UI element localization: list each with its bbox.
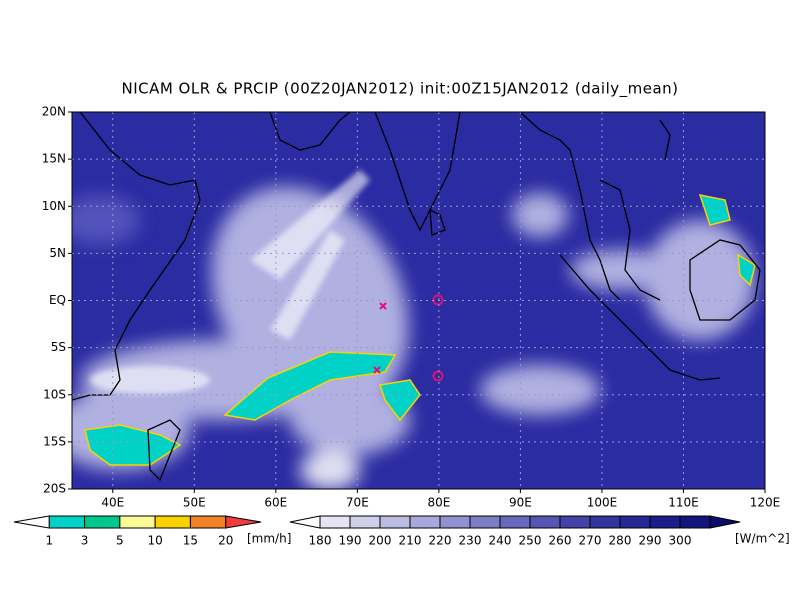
lat-label: 20S	[43, 482, 66, 496]
olr_legend-swatch	[319, 515, 351, 529]
olr_legend-label: 270	[579, 534, 602, 548]
lon-label: 40E	[101, 496, 124, 510]
lon-label: 120E	[750, 496, 781, 510]
olr_legend-swatch	[349, 515, 381, 529]
olr_legend-swatch	[649, 515, 681, 529]
olr_legend-label: 280	[609, 534, 632, 548]
precip_legend-swatch	[84, 515, 121, 529]
olr_legend-swatch	[289, 515, 321, 529]
precip_legend-swatch	[225, 515, 262, 529]
lon-label: 60E	[264, 496, 287, 510]
precip_legend-label: 20	[218, 534, 233, 548]
olr_legend-label: 260	[549, 534, 572, 548]
lat-label: 5S	[51, 340, 66, 354]
lon-label: 50E	[183, 496, 206, 510]
lon-label: 110E	[668, 496, 699, 510]
olr_legend-label: 230	[459, 534, 482, 548]
precip_legend-label: 1	[45, 534, 53, 548]
precip_legend-swatch	[13, 515, 50, 529]
precip_legend-label: 15	[183, 534, 198, 548]
olr_legend-swatch	[499, 515, 531, 529]
olr_legend-label: 300	[669, 534, 692, 548]
olr_legend-label: 240	[489, 534, 512, 548]
lat-label: 10S	[43, 387, 66, 401]
olr_legend-swatch	[559, 515, 591, 529]
olr_legend-swatch	[529, 515, 561, 529]
olr_legend-swatch	[589, 515, 621, 529]
lat-label: 15S	[43, 434, 66, 448]
olr_legend-label: 210	[399, 534, 422, 548]
precip_legend-label: 10	[148, 534, 163, 548]
olr_legend-swatch	[469, 515, 501, 529]
precip_legend-swatch	[189, 515, 227, 529]
lat-label: 10N	[42, 199, 66, 213]
lon-label: 70E	[346, 496, 369, 510]
title: NICAM OLR & PRCIP (00Z20JAN2012) init:00…	[121, 80, 678, 99]
lat-label: 5N	[49, 246, 66, 260]
precip_legend-swatch	[154, 515, 191, 529]
lat-label: 15N	[42, 152, 66, 166]
precip_legend-label: 5	[116, 534, 124, 548]
lat-label: 20N	[42, 105, 66, 119]
olr_legend-swatch	[379, 515, 411, 529]
olr_legend-label: 250	[519, 534, 542, 548]
olr_legend-label: 190	[339, 534, 362, 548]
olr_legend-swatch	[439, 515, 471, 529]
precip_legend-label: 3	[81, 534, 89, 548]
olr_legend-unit: [W/m^2]	[735, 532, 790, 546]
precip_legend-swatch	[119, 515, 156, 529]
lon-label: 80E	[427, 496, 450, 510]
olr_legend-label: 200	[369, 534, 392, 548]
olr_legend-swatch	[679, 515, 711, 529]
olr_legend-swatch	[409, 515, 441, 529]
olr_legend-label: 180	[309, 534, 332, 548]
precip_legend-unit: [mm/h]	[247, 532, 291, 546]
olr_legend-swatch	[619, 515, 651, 529]
lon-label: 100E	[587, 496, 618, 510]
precip_legend-swatch	[48, 515, 86, 529]
lon-label: 90E	[509, 496, 532, 510]
olr_legend-swatch	[709, 515, 741, 529]
lat-label: EQ	[49, 293, 66, 307]
olr_legend-label: 290	[639, 534, 662, 548]
map	[72, 112, 765, 489]
olr_legend-label: 220	[429, 534, 452, 548]
